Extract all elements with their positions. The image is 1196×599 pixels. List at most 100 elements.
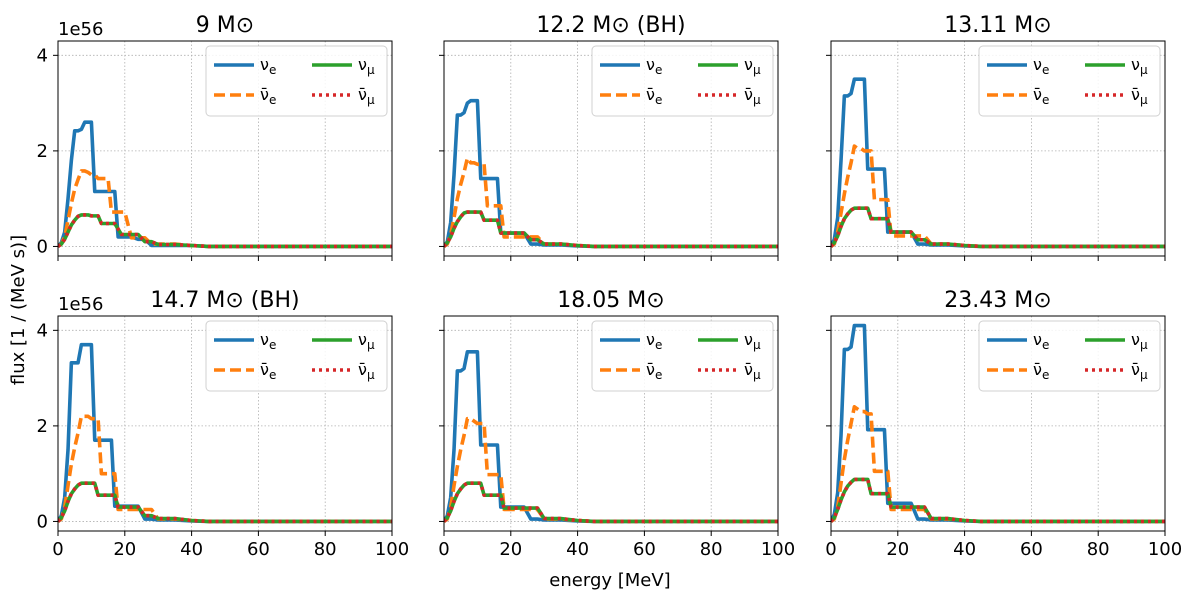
legend-4: νe ν̄e νμ ν̄μ [591, 320, 774, 392]
legend-label-4-0: νe [646, 330, 662, 352]
legend-label-4-3: ν̄μ [744, 360, 761, 382]
x-tick-label-3-0: 0 [52, 539, 63, 560]
subplot-5: 0 20 40 60 80 100 23.43 M⊙ νe ν̄e νμ ν̄μ [825, 288, 1182, 560]
subplot-0: 0 2 4 1e56 9 M⊙ νe ν̄e νμ ν̄μ [37, 13, 393, 261]
legend-3: νe ν̄e νμ ν̄μ [205, 320, 388, 392]
legend-label-0-3: ν̄μ [358, 85, 375, 107]
x-tick-label-5-2: 40 [953, 539, 976, 560]
axes-frame-2 [830, 40, 1166, 257]
series-line-2-2 [831, 206, 1165, 249]
y-tick-label-0-2: 4 [37, 45, 48, 66]
series-group-0 [58, 120, 392, 249]
legend-label-5-0: νe [1033, 330, 1049, 352]
series-line-0-3 [58, 213, 392, 249]
y-tick-label-3-0: 0 [37, 511, 48, 532]
series-line-4-2 [444, 481, 778, 524]
series-line-5-1 [831, 404, 1165, 524]
series-line-2-3 [831, 206, 1165, 249]
y-multiplier-0: 1e56 [58, 19, 103, 40]
x-tick-label-5-0: 0 [825, 539, 836, 560]
x-axis-label: energy [MeV] [549, 570, 670, 591]
legend-label-1-1: ν̄e [646, 85, 662, 107]
legend-label-2-3: ν̄μ [1131, 85, 1148, 107]
legend-label-5-2: νμ [1131, 330, 1148, 352]
x-tick-label-4-4: 80 [700, 539, 723, 560]
axes-frame-4 [443, 315, 779, 532]
series-line-3-1 [58, 414, 392, 524]
x-tick-label-3-5: 100 [375, 539, 409, 560]
series-line-1-0 [444, 98, 778, 249]
subplot-1: 12.2 M⊙ (BH) νe ν̄e νμ ν̄μ [439, 13, 779, 261]
x-tick-label-5-1: 20 [886, 539, 909, 560]
series-line-1-3 [444, 210, 778, 249]
legend-label-1-2: νμ [744, 55, 761, 77]
subplot-2: 13.11 M⊙ νe ν̄e νμ ν̄μ [826, 13, 1166, 261]
y-tick-label-0-1: 2 [37, 141, 48, 162]
legend-label-3-3: ν̄μ [358, 360, 375, 382]
series-line-5-3 [831, 477, 1165, 524]
subplot-grid: 0 2 4 1e56 9 M⊙ νe ν̄e νμ ν̄μ 12.2 M⊙ (BH) νe ν̄e νμ… [37, 13, 1183, 560]
subplot-title-2: 13.11 M⊙ [944, 13, 1051, 38]
y-multiplier-3: 1e56 [58, 294, 103, 315]
axes-frame-5 [830, 315, 1166, 532]
legend-1: νe ν̄e νμ ν̄μ [591, 45, 774, 117]
x-tick-label-5-4: 80 [1087, 539, 1110, 560]
legend-label-5-1: ν̄e [1033, 360, 1049, 382]
y-tick-label-3-2: 4 [37, 320, 48, 341]
subplot-title-0: 9 M⊙ [196, 13, 254, 38]
legend-5: νe ν̄e νμ ν̄μ [978, 320, 1161, 392]
axes-frame-1 [443, 40, 779, 257]
series-line-1-1 [444, 156, 778, 249]
x-tick-label-3-3: 60 [247, 539, 270, 560]
legend-label-1-3: ν̄μ [744, 85, 761, 107]
x-tick-label-4-1: 20 [499, 539, 522, 560]
series-line-4-1 [444, 416, 778, 524]
legend-label-2-2: νμ [1131, 55, 1148, 77]
series-line-0-2 [58, 213, 392, 249]
series-group-1 [444, 98, 778, 249]
x-tick-label-5-5: 100 [1148, 539, 1182, 560]
series-group-4 [444, 350, 778, 524]
legend-label-3-0: νe [260, 330, 276, 352]
series-line-1-2 [444, 210, 778, 249]
legend-label-0-1: ν̄e [260, 85, 276, 107]
axes-frame-3 [57, 315, 393, 532]
legend-label-2-1: ν̄e [1033, 85, 1049, 107]
legend-label-4-1: ν̄e [646, 360, 662, 382]
series-line-2-1 [831, 144, 1165, 249]
legend-0: νe ν̄e νμ ν̄μ [205, 45, 388, 117]
y-tick-label-3-1: 2 [37, 416, 48, 437]
series-line-5-2 [831, 477, 1165, 524]
x-tick-label-3-2: 40 [180, 539, 203, 560]
legend-2: νe ν̄e νμ ν̄μ [978, 45, 1161, 117]
legend-label-1-0: νe [646, 55, 662, 77]
legend-label-3-2: νμ [358, 330, 375, 352]
series-group-3 [58, 342, 392, 524]
x-tick-label-4-3: 60 [633, 539, 656, 560]
series-group-2 [831, 77, 1165, 249]
legend-label-5-3: ν̄μ [1131, 360, 1148, 382]
legend-label-0-0: νe [260, 55, 276, 77]
series-group-5 [831, 323, 1165, 524]
y-axis-label: flux [1 / (MeV s)] [8, 235, 29, 385]
legend-label-0-2: νμ [358, 55, 375, 77]
legend-label-3-1: ν̄e [260, 360, 276, 382]
series-line-0-1 [58, 169, 392, 249]
subplot-title-5: 23.43 M⊙ [944, 288, 1051, 313]
legend-label-2-0: νe [1033, 55, 1049, 77]
subplot-title-3: 14.7 M⊙ (BH) [150, 288, 299, 313]
subplot-3: 0 20 40 60 80 100 0 2 4 1e56 14.7 M⊙ (BH) νe ν̄e νμ ν̄… [37, 288, 410, 560]
series-line-3-2 [58, 481, 392, 524]
x-tick-label-3-1: 20 [113, 539, 136, 560]
series-line-4-3 [444, 481, 778, 524]
subplot-title-4: 18.05 M⊙ [557, 288, 664, 313]
series-line-3-3 [58, 481, 392, 524]
y-tick-label-0-0: 0 [37, 236, 48, 257]
legend-label-4-2: νμ [744, 330, 761, 352]
subplot-4: 0 20 40 60 80 100 18.05 M⊙ νe ν̄e νμ ν̄μ [438, 288, 795, 560]
x-tick-label-5-3: 60 [1020, 539, 1043, 560]
x-tick-label-4-0: 0 [438, 539, 449, 560]
x-tick-label-4-2: 40 [566, 539, 589, 560]
x-tick-label-4-5: 100 [761, 539, 795, 560]
